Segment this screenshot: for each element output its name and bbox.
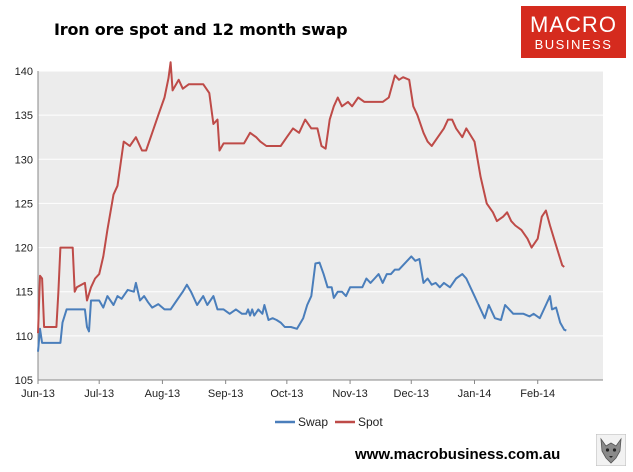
y-tick-label: 115 [15, 287, 33, 299]
macrobusiness-logo[interactable]: MACRO BUSINESS [521, 6, 626, 58]
logo-text-business: BUSINESS [534, 37, 613, 52]
y-tick-label: 105 [15, 375, 33, 387]
x-tick-label: Jul-13 [84, 388, 114, 400]
chart-title: Iron ore spot and 12 month swap [54, 20, 348, 39]
legend-label-spot: Spot [358, 415, 383, 429]
x-tick-label: Jun-13 [21, 388, 55, 400]
series-line-spot [37, 61, 565, 334]
x-tick-label: Sep-13 [208, 388, 243, 400]
y-tick-label: 110 [15, 331, 33, 343]
logo-text-macro: MACRO [530, 12, 617, 37]
x-tick-label: Aug-13 [145, 388, 180, 400]
y-tick-label: 130 [15, 154, 33, 166]
x-tick-label: Dec-13 [394, 388, 429, 400]
x-tick-label: Oct-13 [270, 388, 303, 400]
series-line-swap [37, 255, 567, 352]
axes: 105 110 115 120 125 130 135 140 Jun-13 Jul-13 Aug-… [15, 66, 603, 400]
x-tick-label: Nov-13 [332, 388, 367, 400]
y-tick-label: 125 [15, 198, 33, 210]
x-tick-label: Jan-14 [458, 388, 492, 400]
footer-url[interactable]: www.macrobusiness.com.au [355, 446, 561, 463]
y-tick-label: 135 [15, 110, 33, 122]
series-lines [37, 61, 567, 352]
legend: Swap Spot [275, 415, 383, 429]
grid-lines [38, 70, 603, 337]
wolf-icon [596, 434, 626, 466]
y-tick-label: 140 [15, 66, 33, 78]
y-tick-label: 120 [15, 243, 33, 255]
x-tick-label: Feb-14 [520, 388, 555, 400]
plot-area [38, 71, 603, 380]
legend-label-swap: Swap [298, 415, 328, 429]
